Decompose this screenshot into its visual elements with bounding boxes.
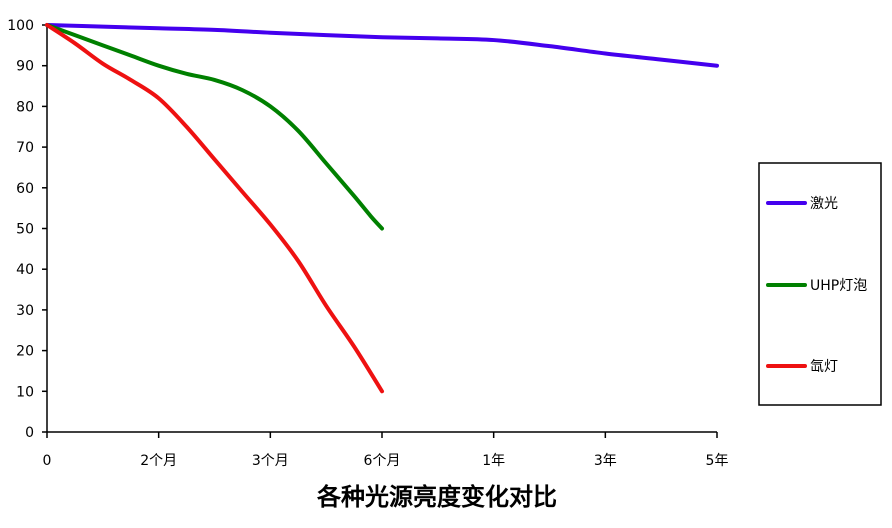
series-lines	[45, 23, 719, 394]
y-axis-ticks: 0 10 20 30 40 50 60 70 80 90 100	[7, 18, 47, 441]
x-tick-label: 6个月	[364, 453, 401, 469]
x-tick-label: 3年	[594, 453, 617, 469]
y-tick-label: 10	[16, 384, 34, 400]
x-axis-ticks: 0 2个月 3个月 6个月 1年 3年 5年	[43, 432, 729, 469]
y-tick-label: 50	[16, 222, 34, 238]
x-axis-title: 各种光源亮度变化对比	[316, 483, 557, 511]
x-tick-label: 3个月	[252, 453, 289, 469]
y-tick-label: 60	[16, 181, 34, 197]
y-tick-label: 80	[16, 99, 34, 115]
series-line-1	[45, 23, 719, 68]
legend-label: 氙灯	[810, 359, 838, 375]
legend-label: 激光	[810, 195, 838, 212]
x-tick-label: 2个月	[140, 453, 177, 469]
y-tick-label: 100	[7, 18, 34, 34]
x-tick-label: 5年	[706, 453, 729, 469]
y-tick-label: 90	[16, 59, 34, 75]
legend-label: UHP灯泡	[810, 278, 867, 294]
y-tick-label: 30	[16, 303, 34, 319]
y-tick-label: 0	[25, 425, 34, 441]
y-tick-label: 40	[16, 262, 34, 278]
y-tick-label: 70	[16, 140, 34, 156]
x-tick-label: 0	[43, 453, 52, 469]
y-tick-label: 20	[16, 344, 34, 360]
series-line-3	[45, 23, 384, 394]
x-tick-label: 1年	[482, 453, 505, 469]
series-line-2	[45, 23, 384, 231]
